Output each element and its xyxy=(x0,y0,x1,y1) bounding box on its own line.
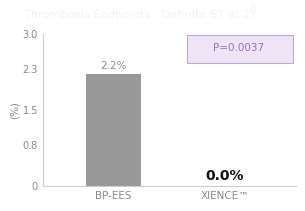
Bar xyxy=(86,74,142,186)
Text: 2.2%: 2.2% xyxy=(100,61,127,71)
Text: 0.0%: 0.0% xyxy=(206,169,244,183)
Text: Thrombosis Endpoints : Definite ST at 2Y: Thrombosis Endpoints : Definite ST at 2Y xyxy=(24,10,257,20)
Text: 2): 2) xyxy=(249,3,256,12)
Text: P=0.0037: P=0.0037 xyxy=(213,43,264,53)
Y-axis label: (%): (%) xyxy=(10,101,20,119)
FancyBboxPatch shape xyxy=(187,35,293,63)
